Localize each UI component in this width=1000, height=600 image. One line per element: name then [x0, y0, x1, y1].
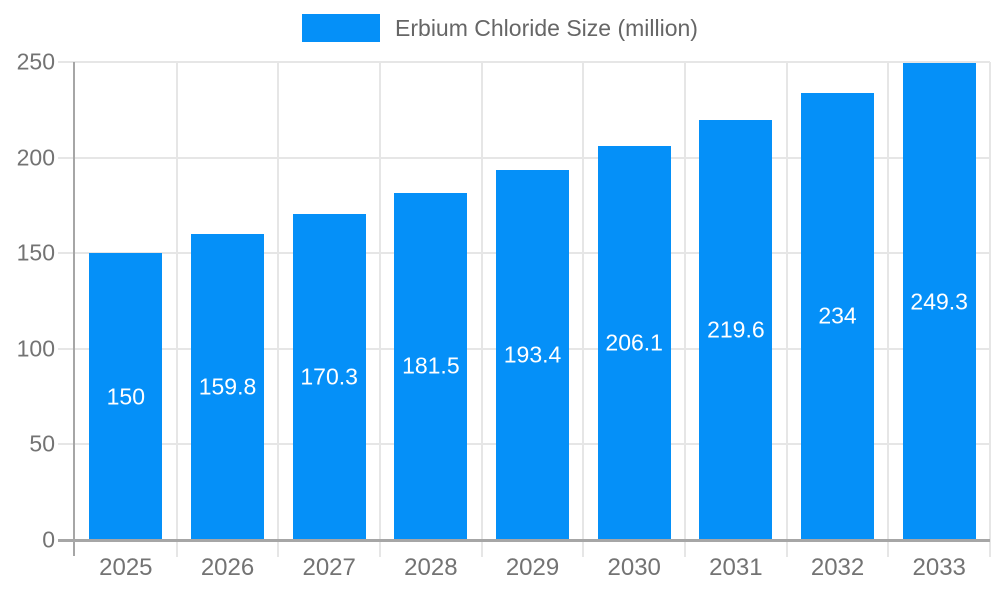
- bar-2026[interactable]: 159.8: [191, 234, 264, 540]
- bar-2032[interactable]: 234: [801, 92, 874, 540]
- bar-value-label: 150: [106, 383, 146, 410]
- bar-category-2032: 234: [787, 62, 889, 540]
- bar-value-label: 206.1: [605, 329, 663, 356]
- plot-area: 150 159.8 170.3 181.5 193.4 206.1 219.6 234 249.…: [17, 49, 991, 557]
- y-axis-line: [73, 62, 75, 556]
- bar-2029[interactable]: 193.4: [496, 170, 569, 540]
- bar-value-label: 181.5: [402, 352, 460, 379]
- x-gridline: [175, 62, 178, 557]
- legend-label: Erbium Chloride Size (million): [395, 14, 698, 41]
- bar-category-2030: 206.1: [583, 62, 685, 540]
- x-axis-tick-label: 2026: [200, 554, 255, 581]
- bar-category-2033: 249.3: [888, 62, 990, 540]
- y-gridline: [58, 156, 990, 159]
- x-axis-tick-label: 2031: [709, 554, 763, 581]
- x-axis-tick-label: 2032: [810, 554, 865, 581]
- bars-container: 150 159.8 170.3 181.5 193.4 206.1 219.6 234 249.…: [75, 62, 990, 540]
- x-gridline: [480, 62, 483, 557]
- x-axis-tick-label: 2030: [607, 554, 661, 581]
- y-axis-tick-label: 50: [29, 430, 55, 457]
- x-gridline: [989, 62, 991, 557]
- bar-category-2029: 193.4: [482, 62, 584, 540]
- bar-2028[interactable]: 181.5: [394, 192, 468, 540]
- y-axis-tick-label: 0: [42, 526, 55, 553]
- bar-2030[interactable]: 206.1: [597, 145, 671, 540]
- bar-category-2027: 170.3: [278, 62, 380, 540]
- bar-2025[interactable]: 150: [89, 253, 163, 540]
- bar-value-label: 219.6: [707, 316, 765, 343]
- x-axis-tick-label: 2033: [912, 554, 966, 581]
- bar-category-2026: 159.8: [177, 62, 279, 540]
- y-axis-tick-label: 250: [16, 48, 55, 75]
- x-axis-labels: 2025 2026 2027 2028 2029 2030 2031 2032 2033: [75, 554, 990, 582]
- y-axis-tick-label: 150: [16, 239, 55, 266]
- y-gridline: [58, 61, 990, 63]
- bar-category-2025: 150: [75, 62, 177, 540]
- bar-value-label: 193.4: [503, 341, 562, 368]
- x-axis-tick-label: 2027: [302, 554, 356, 581]
- bar-2033[interactable]: 249.3: [902, 63, 976, 540]
- bar-2027[interactable]: 170.3: [292, 214, 366, 540]
- bar-value-label: 249.3: [910, 288, 968, 315]
- y-axis-tick-label: 200: [16, 144, 55, 171]
- x-gridline: [277, 62, 280, 557]
- bar-category-2028: 181.5: [380, 62, 482, 540]
- bar-2031[interactable]: 219.6: [699, 120, 773, 540]
- x-axis-tick-label: 2025: [99, 554, 153, 581]
- x-axis-line: [58, 539, 990, 542]
- bar-value-label: 159.8: [198, 373, 257, 400]
- x-gridline: [378, 62, 381, 557]
- x-gridline: [582, 62, 585, 557]
- x-gridline: [887, 62, 890, 557]
- bar-value-label: 170.3: [300, 363, 358, 390]
- bar-category-2031: 219.6: [685, 62, 787, 540]
- x-axis-tick-label: 2029: [505, 554, 560, 581]
- y-axis-tick-label: 100: [16, 335, 55, 362]
- legend-swatch: [302, 14, 381, 42]
- bar-value-label: 234: [818, 302, 857, 329]
- x-gridline: [785, 62, 788, 557]
- x-axis-tick-label: 2028: [404, 554, 458, 581]
- legend[interactable]: Erbium Chloride Size (million): [0, 14, 1000, 42]
- x-gridline: [683, 62, 686, 557]
